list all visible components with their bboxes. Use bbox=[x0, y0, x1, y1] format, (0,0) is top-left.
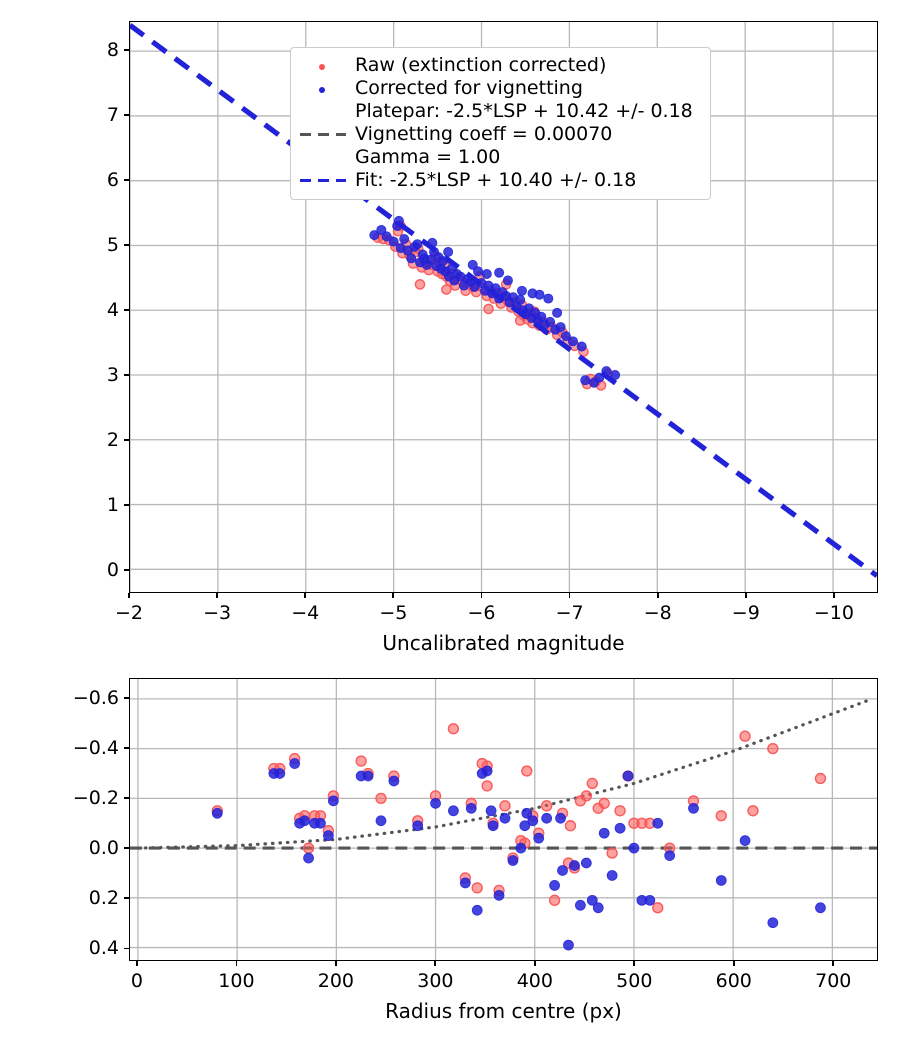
x-tickmark bbox=[304, 593, 307, 598]
legend-label-fit: Fit: -2.5*LSP + 10.40 +/- 0.18 bbox=[355, 169, 637, 191]
x-tickmark bbox=[434, 961, 437, 966]
fit-residuals-plot bbox=[129, 678, 878, 961]
x-tick-label: −5 bbox=[379, 602, 408, 624]
x-tick-label: 100 bbox=[218, 970, 255, 992]
y-tick-label: 3 bbox=[106, 364, 119, 387]
y-tick-label: 0 bbox=[106, 559, 119, 582]
x-tick-label: 400 bbox=[516, 970, 553, 992]
legend-dashed-blue-icon bbox=[300, 172, 346, 190]
x-tick-label: −8 bbox=[643, 602, 672, 624]
x-tickmark bbox=[216, 593, 218, 598]
legend-item-platepar: Platepar: -2.5*LSP + 10.42 +/- 0.18 bbox=[300, 100, 701, 123]
y-tick-label: 6 bbox=[106, 169, 119, 192]
legend-label-raw: Raw (extinction corrected) bbox=[355, 54, 607, 76]
fit-residuals-canvas bbox=[130, 679, 877, 960]
x-tick-label: −9 bbox=[731, 602, 760, 624]
x-tick-label: 200 bbox=[317, 970, 355, 992]
y-tickmark bbox=[124, 439, 129, 442]
legend-item-vignetting: Vignetting coeff = 0.00070 bbox=[300, 123, 701, 146]
x-tick-label: −3 bbox=[203, 602, 232, 624]
x-tick-label: 0 bbox=[130, 970, 143, 992]
legend-label-corrected: Corrected for vignetting bbox=[355, 77, 583, 99]
x-tickmark bbox=[832, 961, 835, 966]
y-tickmark bbox=[124, 244, 129, 247]
legend-item-fit: Fit: -2.5*LSP + 10.40 +/- 0.18 bbox=[300, 169, 701, 192]
x-tickmark bbox=[744, 593, 747, 598]
y-tick-label: 5 bbox=[106, 234, 119, 257]
x-tickmark bbox=[392, 593, 395, 598]
legend-label-platepar: Platepar: -2.5*LSP + 10.42 +/- 0.18 bbox=[355, 100, 693, 122]
y-tick-label: 0.0 bbox=[88, 837, 119, 860]
legend-item-corrected: Corrected for vignetting bbox=[300, 77, 701, 100]
x-tickmark bbox=[235, 961, 238, 966]
y-tick-label: 0.4 bbox=[88, 937, 119, 960]
legend-key-empty2-icon bbox=[300, 149, 346, 167]
y-tickmark bbox=[124, 309, 129, 312]
y-tickmark bbox=[124, 697, 129, 699]
y-tick-label: 0.2 bbox=[88, 887, 119, 910]
legend-key-empty-icon bbox=[300, 103, 346, 121]
y-tick-label: 1 bbox=[106, 494, 119, 517]
y-tickmark bbox=[124, 179, 129, 182]
legend-label-vignetting-coeff: Vignetting coeff = 0.00070 bbox=[355, 123, 613, 145]
x-tickmark bbox=[480, 593, 483, 598]
x-tickmark bbox=[633, 961, 636, 966]
x-tick-label: −7 bbox=[555, 602, 584, 624]
magnitude-calibration-plot: Raw (extinction corrected) Corrected for… bbox=[129, 21, 878, 593]
y-tick-label: 8 bbox=[106, 39, 119, 62]
x-tick-label: −2 bbox=[114, 602, 144, 624]
y-tickmark bbox=[124, 504, 129, 507]
y-tickmark bbox=[124, 747, 129, 750]
y-tickmark bbox=[124, 569, 129, 572]
y-tick-label: −0.2 bbox=[72, 787, 119, 810]
x-tickmark bbox=[656, 593, 659, 598]
y-tickmark bbox=[124, 797, 129, 800]
legend-marker-corrected-icon bbox=[300, 80, 346, 98]
x-tick-label: 600 bbox=[715, 970, 752, 992]
x-tickmark bbox=[136, 961, 138, 966]
x-tick-label: −6 bbox=[467, 602, 496, 624]
x-tick-label: 300 bbox=[417, 970, 454, 992]
y-tick-label: −0.6 bbox=[72, 687, 119, 710]
x-tick-label: 700 bbox=[815, 970, 852, 992]
y-tick-label: 7 bbox=[106, 104, 119, 127]
y-tickmark bbox=[124, 897, 129, 900]
residuals-plot-xlabel: Radius from centre (px) bbox=[385, 999, 622, 1023]
x-tick-label: 500 bbox=[616, 970, 653, 992]
y-tick-label: 4 bbox=[106, 299, 119, 322]
y-tick-label: −0.4 bbox=[72, 737, 119, 760]
y-tickmark bbox=[124, 847, 129, 850]
legend-item-gamma: Gamma = 1.00 bbox=[300, 146, 701, 169]
legend-dashed-gray-icon bbox=[300, 126, 346, 144]
legend-item-raw: Raw (extinction corrected) bbox=[300, 54, 701, 77]
y-tickmark bbox=[124, 374, 129, 377]
x-tickmark bbox=[128, 593, 130, 598]
x-tickmark bbox=[833, 593, 835, 598]
x-tick-label: −10 bbox=[813, 602, 854, 624]
x-tickmark bbox=[732, 961, 735, 966]
legend-box: Raw (extinction corrected) Corrected for… bbox=[290, 47, 711, 200]
y-tickmark bbox=[124, 947, 129, 950]
y-tickmark bbox=[124, 114, 129, 117]
y-tickmark bbox=[124, 49, 129, 52]
legend-marker-raw-icon bbox=[300, 57, 346, 75]
x-tickmark bbox=[334, 961, 337, 966]
x-tickmark bbox=[568, 593, 571, 598]
y-tick-label: 2 bbox=[106, 429, 119, 452]
magnitude-plot-xlabel: Uncalibrated magnitude bbox=[382, 631, 625, 655]
x-tickmark bbox=[533, 961, 536, 966]
legend-label-gamma: Gamma = 1.00 bbox=[355, 146, 501, 168]
x-tick-label: −4 bbox=[291, 602, 320, 624]
